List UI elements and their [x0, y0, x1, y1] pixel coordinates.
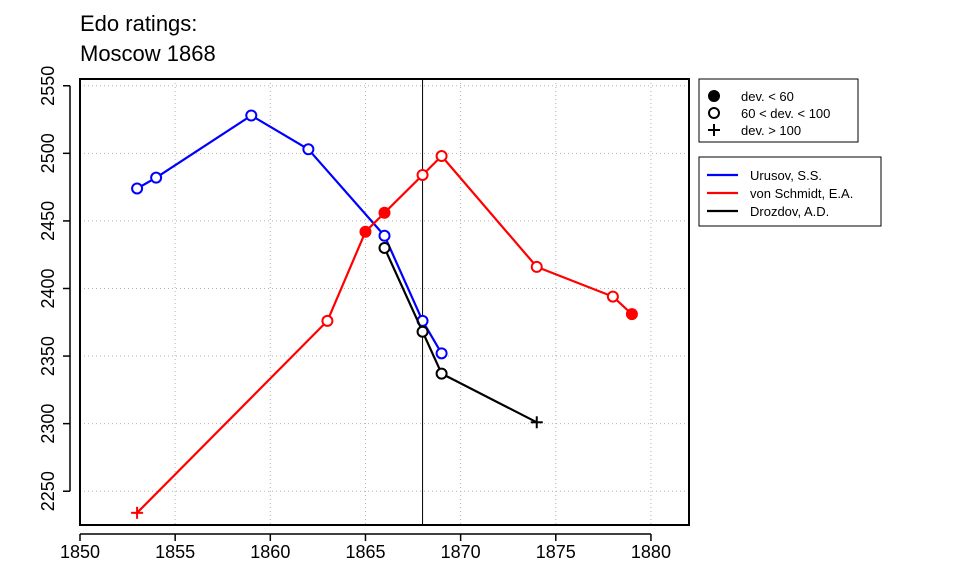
marker-legend-symbol [708, 107, 720, 119]
axes: 1850 1855 1860 1865 1870 1875 1880 2250 2300 2350… [38, 66, 671, 562]
grid [80, 79, 689, 525]
series-legend-box [698, 156, 882, 227]
data-point [302, 143, 315, 156]
y-tick-label: 2250 [38, 471, 58, 511]
data-point [606, 290, 619, 303]
data-point [435, 150, 448, 163]
series-line [383, 247, 538, 424]
data-point [150, 171, 163, 184]
data-point [530, 416, 543, 429]
chart-title-line-1: Edo ratings: [80, 11, 197, 36]
x-tick-label: 1870 [441, 542, 481, 562]
data-point [435, 347, 448, 360]
y-tick-label: 2400 [38, 268, 58, 308]
series-2 [378, 241, 543, 429]
data-point [530, 260, 543, 273]
series-0 [131, 109, 448, 360]
series-1 [131, 150, 638, 519]
data-point [416, 168, 429, 181]
series-legend-label: Drozdov, A.D. [750, 204, 829, 219]
y-tick-label: 2550 [38, 66, 58, 106]
data-point [131, 506, 144, 519]
data-point [378, 229, 391, 242]
series-line [136, 114, 443, 354]
x-tick-label: 1850 [60, 542, 100, 562]
series-legend: Urusov, S.S. von Schmidt, E.A. Drozdov, A.… [698, 156, 882, 227]
data-point [321, 314, 334, 327]
marker-legend-symbol [708, 124, 720, 136]
marker-legend-label: dev. < 60 [741, 89, 794, 104]
x-tick-label: 1860 [250, 542, 290, 562]
x-tick-label: 1855 [155, 542, 195, 562]
marker-legend-symbol [708, 90, 720, 102]
data-point [378, 206, 391, 219]
x-tick-label: 1880 [631, 542, 671, 562]
series-layer [131, 109, 638, 519]
marker-legend-label: dev. > 100 [741, 123, 801, 138]
x-tick-label: 1865 [345, 542, 385, 562]
data-point [359, 225, 372, 238]
marker-legend-label: 60 < dev. < 100 [741, 106, 830, 121]
chart-title-line-2: Moscow 1868 [80, 41, 216, 66]
y-tick-label: 2500 [38, 133, 58, 173]
marker-legend: dev. < 60 60 < dev. < 100 dev. > 100 [698, 78, 859, 143]
x-tick-label: 1875 [536, 542, 576, 562]
series-legend-label: von Schmidt, E.A. [750, 186, 853, 201]
marker-legend-box [698, 78, 859, 143]
plot-area-frame [79, 78, 690, 526]
data-point [245, 109, 258, 122]
data-point [131, 182, 144, 195]
data-point [625, 308, 638, 321]
series-legend-label: Urusov, S.S. [750, 168, 822, 183]
y-tick-label: 2300 [38, 404, 58, 444]
y-tick-label: 2350 [38, 336, 58, 376]
y-tick-label: 2450 [38, 201, 58, 241]
data-point [378, 241, 391, 254]
data-point [416, 325, 429, 338]
data-point [435, 367, 448, 380]
